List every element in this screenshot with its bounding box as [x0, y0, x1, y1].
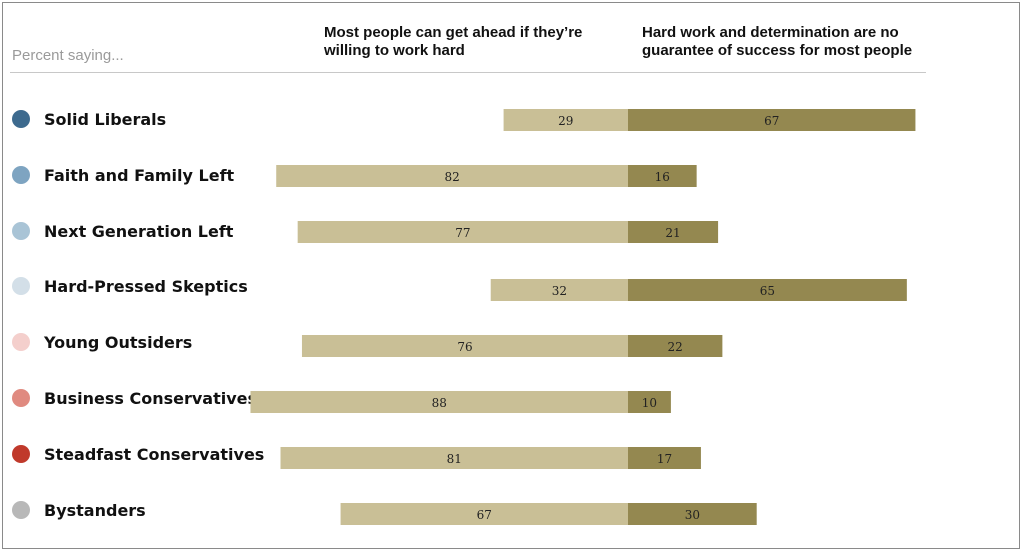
value-label-left: 82 — [444, 170, 459, 184]
bar-right — [628, 165, 697, 187]
value-label-left: 81 — [447, 452, 462, 466]
bar-left — [280, 447, 628, 469]
bar-left — [276, 165, 628, 187]
legend-dot — [12, 277, 30, 295]
value-label-left: 32 — [552, 284, 567, 298]
category-label: Next Generation Left — [44, 222, 234, 241]
bar-left — [340, 503, 628, 525]
bar-right — [628, 221, 719, 243]
bar-right — [628, 279, 907, 301]
bar-left — [297, 221, 628, 243]
category-label: Steadfast Conservatives — [44, 445, 264, 464]
value-label-right: 16 — [655, 170, 670, 184]
bar-left — [250, 391, 629, 413]
bar-right — [628, 109, 916, 131]
value-label-right: 21 — [665, 226, 680, 240]
legend-dot — [12, 166, 30, 184]
value-label-left: 67 — [477, 508, 492, 522]
legend-dot — [12, 389, 30, 407]
value-label-right: 17 — [657, 452, 672, 466]
header-rule — [10, 72, 926, 73]
value-label-right: 65 — [760, 284, 775, 298]
value-label-right: 22 — [668, 340, 683, 354]
category-label: Faith and Family Left — [44, 166, 235, 185]
value-label-left: 88 — [432, 396, 447, 410]
legend-dot — [12, 501, 30, 519]
value-label-left: 29 — [558, 114, 573, 128]
chart-subtitle: Percent saying... — [12, 47, 124, 64]
legend-dot — [12, 333, 30, 351]
series-header-left: Most people can get ahead if they’re wil… — [324, 24, 583, 59]
bar-right — [628, 335, 723, 357]
bar-left — [490, 279, 628, 301]
category-label: Solid Liberals — [44, 110, 166, 129]
category-label: Hard-Pressed Skeptics — [44, 277, 248, 296]
value-label-left: 76 — [457, 340, 472, 354]
legend-dot — [12, 222, 30, 240]
legend-dot — [12, 445, 30, 463]
bar-right — [628, 391, 671, 413]
bar-right — [628, 447, 701, 469]
bar-right — [628, 503, 757, 525]
value-label-right: 10 — [642, 396, 657, 410]
series-header-right: Hard work and determination are no guara… — [642, 24, 913, 59]
value-label-right: 67 — [764, 114, 779, 128]
value-label-left: 77 — [455, 226, 470, 240]
value-label-right: 30 — [685, 508, 700, 522]
category-label: Business Conservatives — [44, 389, 257, 408]
category-label: Young Outsiders — [43, 333, 192, 352]
bar-left — [301, 335, 628, 357]
bar-left — [503, 109, 628, 131]
category-label: Bystanders — [44, 501, 146, 520]
legend-dot — [12, 110, 30, 128]
